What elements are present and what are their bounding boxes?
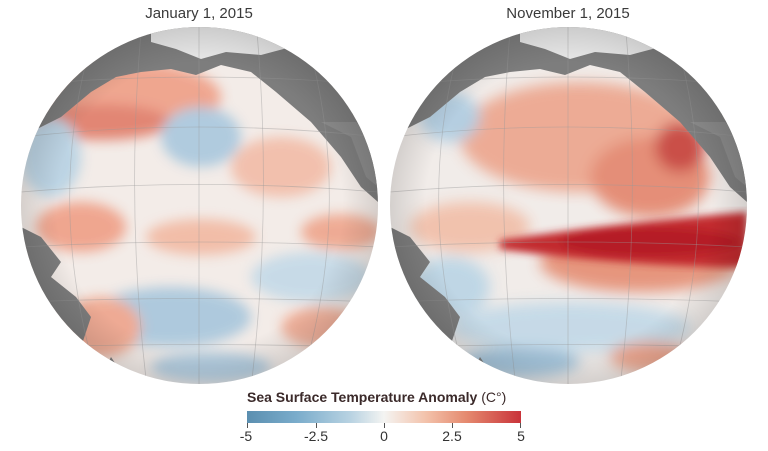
legend-title-text: Sea Surface Temperature Anomaly <box>247 389 478 405</box>
colorbar <box>247 411 521 423</box>
tick-label: 0 <box>380 428 388 444</box>
legend-unit: (C°) <box>481 389 507 405</box>
globe-november-2015 <box>390 27 747 384</box>
legend-title: Sea Surface Temperature Anomaly (C°) <box>247 389 537 405</box>
globe-january-2015 <box>21 27 378 384</box>
tick-mark <box>316 423 317 428</box>
tick-mark <box>520 423 521 428</box>
panel-title-january: January 1, 2015 <box>145 5 253 22</box>
tick-mark <box>452 423 453 428</box>
tick-label: -2.5 <box>303 428 329 444</box>
tick-label: 5 <box>517 428 525 444</box>
tick-mark <box>384 423 385 428</box>
tick-label: -5 <box>239 428 253 444</box>
tick-mark <box>247 423 248 428</box>
tick-label: 2.5 <box>442 428 462 444</box>
panel-title-november: November 1, 2015 <box>506 5 630 22</box>
